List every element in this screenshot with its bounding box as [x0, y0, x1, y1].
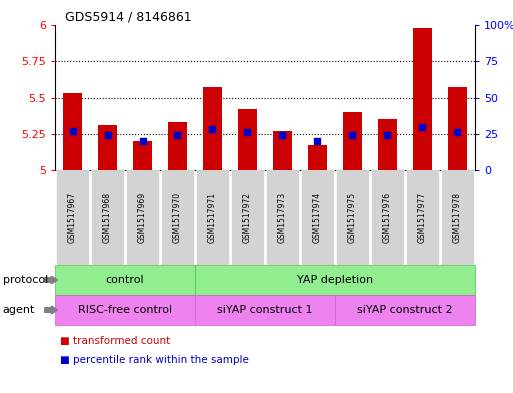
- Bar: [448, 87, 467, 170]
- Point: [419, 123, 427, 130]
- Bar: [133, 141, 152, 170]
- Point: [243, 129, 251, 136]
- Point: [173, 132, 182, 138]
- Text: GSM1517977: GSM1517977: [418, 192, 427, 243]
- Text: GSM1517976: GSM1517976: [383, 192, 392, 243]
- Text: control: control: [106, 275, 144, 285]
- Point: [348, 132, 357, 138]
- Point: [279, 132, 287, 138]
- Text: GSM1517969: GSM1517969: [138, 192, 147, 243]
- Text: GSM1517978: GSM1517978: [453, 192, 462, 243]
- Text: GSM1517973: GSM1517973: [278, 192, 287, 243]
- Point: [68, 128, 76, 134]
- Point: [383, 132, 391, 138]
- Text: GSM1517975: GSM1517975: [348, 192, 357, 243]
- Bar: [63, 93, 82, 170]
- Text: siYAP construct 1: siYAP construct 1: [217, 305, 313, 315]
- Text: GSM1517971: GSM1517971: [208, 192, 217, 243]
- Point: [453, 129, 462, 136]
- Point: [104, 132, 112, 138]
- Text: protocol: protocol: [3, 275, 48, 285]
- Bar: [378, 119, 397, 170]
- Text: GSM1517968: GSM1517968: [103, 192, 112, 243]
- Bar: [413, 28, 432, 170]
- Text: ■ percentile rank within the sample: ■ percentile rank within the sample: [60, 355, 249, 365]
- Text: ■ transformed count: ■ transformed count: [60, 336, 170, 346]
- Bar: [168, 122, 187, 170]
- Text: siYAP construct 2: siYAP construct 2: [357, 305, 453, 315]
- Bar: [98, 125, 117, 170]
- Text: GSM1517967: GSM1517967: [68, 192, 77, 243]
- Bar: [308, 145, 327, 170]
- Bar: [343, 112, 362, 170]
- Text: RISC-free control: RISC-free control: [78, 305, 172, 315]
- Text: GSM1517970: GSM1517970: [173, 192, 182, 243]
- Point: [139, 138, 147, 144]
- Bar: [203, 87, 222, 170]
- Point: [208, 126, 216, 132]
- Text: GDS5914 / 8146861: GDS5914 / 8146861: [65, 10, 192, 23]
- Bar: [273, 131, 292, 170]
- Bar: [238, 109, 257, 170]
- Point: [313, 138, 322, 144]
- Text: GSM1517974: GSM1517974: [313, 192, 322, 243]
- Text: YAP depletion: YAP depletion: [297, 275, 373, 285]
- Text: GSM1517972: GSM1517972: [243, 192, 252, 243]
- Text: agent: agent: [3, 305, 35, 315]
